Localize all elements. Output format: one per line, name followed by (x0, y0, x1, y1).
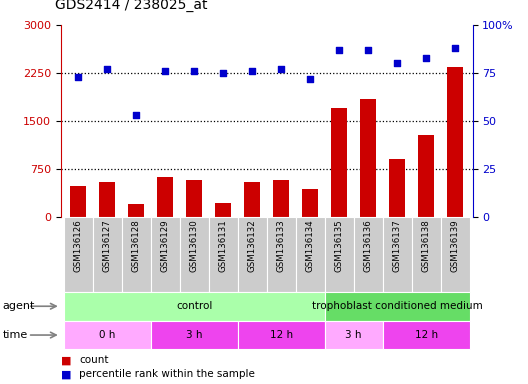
Bar (325, 292, 470, 321)
Bar (238, 217, 267, 292)
Text: GSM136135: GSM136135 (335, 219, 344, 272)
Text: 0 h: 0 h (99, 330, 115, 340)
Bar (302, 189, 318, 217)
Bar (92, 217, 121, 292)
Bar (412, 217, 441, 292)
Point (335, 47, 343, 53)
Point (277, 66, 285, 72)
Bar (186, 180, 202, 217)
Bar (383, 217, 412, 292)
Text: 3 h: 3 h (186, 330, 202, 340)
Bar (447, 66, 463, 217)
Point (306, 76, 314, 82)
Bar (63, 292, 325, 321)
Text: percentile rank within the sample: percentile rank within the sample (79, 369, 255, 379)
Point (74, 74, 82, 80)
Text: GSM136134: GSM136134 (306, 219, 315, 272)
Bar (244, 182, 260, 217)
Point (364, 47, 372, 53)
Bar (418, 135, 434, 217)
Text: GSM136139: GSM136139 (451, 219, 460, 272)
Text: agent: agent (3, 301, 35, 311)
Text: GSM136138: GSM136138 (422, 219, 431, 272)
Bar (157, 177, 173, 217)
Bar (70, 186, 86, 217)
Text: control: control (176, 301, 212, 311)
Bar (325, 321, 383, 349)
Point (393, 60, 401, 66)
Point (103, 66, 111, 72)
Bar (354, 217, 383, 292)
Text: trophoblast conditioned medium: trophoblast conditioned medium (312, 301, 483, 311)
Text: GSM136136: GSM136136 (364, 219, 373, 272)
Text: time: time (3, 330, 28, 340)
Text: GSM136126: GSM136126 (73, 219, 82, 272)
Bar (383, 321, 470, 349)
Bar (325, 217, 354, 292)
Text: ■: ■ (61, 356, 71, 366)
Bar (128, 204, 144, 217)
Bar (331, 108, 347, 217)
Text: 3 h: 3 h (345, 330, 362, 340)
Point (422, 55, 430, 61)
Text: ■: ■ (61, 369, 71, 379)
Point (451, 45, 459, 51)
Text: GSM136130: GSM136130 (190, 219, 199, 272)
Text: count: count (79, 356, 109, 366)
Text: 12 h: 12 h (270, 330, 293, 340)
Point (161, 68, 169, 74)
Bar (150, 321, 238, 349)
Bar (441, 217, 470, 292)
Point (132, 112, 140, 118)
Bar (209, 217, 238, 292)
Bar (389, 159, 405, 217)
Text: GSM136128: GSM136128 (131, 219, 140, 272)
Bar (238, 321, 325, 349)
Bar (63, 217, 92, 292)
Bar (63, 321, 150, 349)
Bar (296, 217, 325, 292)
Text: GSM136131: GSM136131 (219, 219, 228, 272)
Text: GSM136137: GSM136137 (393, 219, 402, 272)
Point (190, 68, 199, 74)
Bar (121, 217, 150, 292)
Bar (360, 99, 376, 217)
Text: 12 h: 12 h (414, 330, 438, 340)
Point (248, 68, 257, 74)
Bar (150, 217, 180, 292)
Text: GDS2414 / 238025_at: GDS2414 / 238025_at (55, 0, 208, 12)
Text: GSM136127: GSM136127 (102, 219, 111, 272)
Bar (99, 182, 115, 217)
Point (219, 70, 228, 76)
Bar (180, 217, 209, 292)
Text: GSM136129: GSM136129 (161, 219, 169, 272)
Bar (215, 203, 231, 217)
Bar (273, 180, 289, 217)
Text: GSM136133: GSM136133 (277, 219, 286, 272)
Bar (267, 217, 296, 292)
Text: GSM136132: GSM136132 (248, 219, 257, 272)
